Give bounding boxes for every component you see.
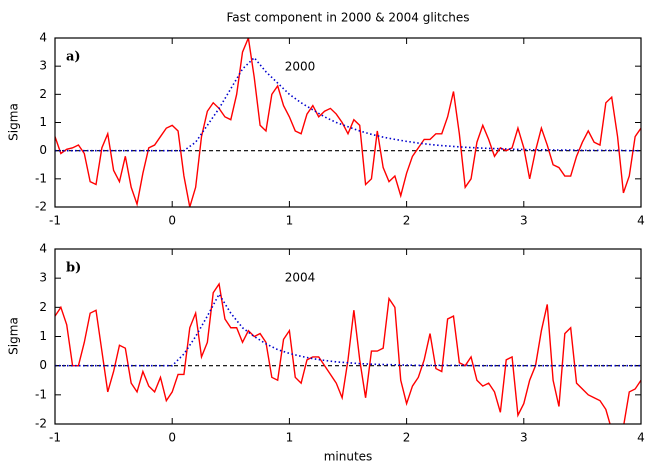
x-tick-label: 1 [286,431,294,445]
y-tick-label: 1 [39,329,47,343]
plot-frame [54,248,642,425]
x-tick-label: 0 [168,214,176,228]
x-tick-label: 1 [286,214,294,228]
annotation: 2000 [285,60,316,74]
y-tick-label: 3 [39,271,47,285]
plot-area [55,282,641,424]
y-tick-label: -1 [35,387,47,401]
data-line [55,56,641,152]
y-axis-label: Sigma [7,103,21,141]
y-tick-label: 4 [39,242,47,256]
x-tick-label: 3 [520,431,528,445]
y-tick-label: 3 [39,59,47,73]
x-tick-label: -1 [49,431,61,445]
x-tick-label: 2 [403,431,411,445]
y-tick-label: 4 [39,31,47,45]
annotation: 2004 [285,271,316,285]
x-tick-label: 0 [168,431,176,445]
y-tick-label: -2 [35,417,47,431]
data-line [55,292,641,367]
plot-area [55,38,641,207]
x-tick-label: 4 [637,431,645,445]
panel-label: b) [66,261,81,276]
y-tick-label: -1 [35,171,47,185]
x-tick-label: -1 [49,214,61,228]
panel-label: a) [66,50,81,65]
y-tick-label: 1 [39,115,47,129]
plot-frame [54,37,642,208]
y-tick-label: -2 [35,200,47,214]
y-tick-label: 0 [39,358,47,372]
y-tick-label: 2 [39,87,47,101]
chart-title: Fast component in 2000 & 2004 glitches [226,11,469,25]
x-tick-label: 2 [403,214,411,228]
data-line [55,38,641,207]
x-axis-label: minutes [324,450,373,464]
y-tick-label: 2 [39,300,47,314]
x-tick-label: 3 [520,214,528,228]
data-line [55,282,641,424]
x-tick-label: 4 [637,214,645,228]
y-tick-label: 0 [39,143,47,157]
y-axis-label: Sigma [7,317,21,355]
